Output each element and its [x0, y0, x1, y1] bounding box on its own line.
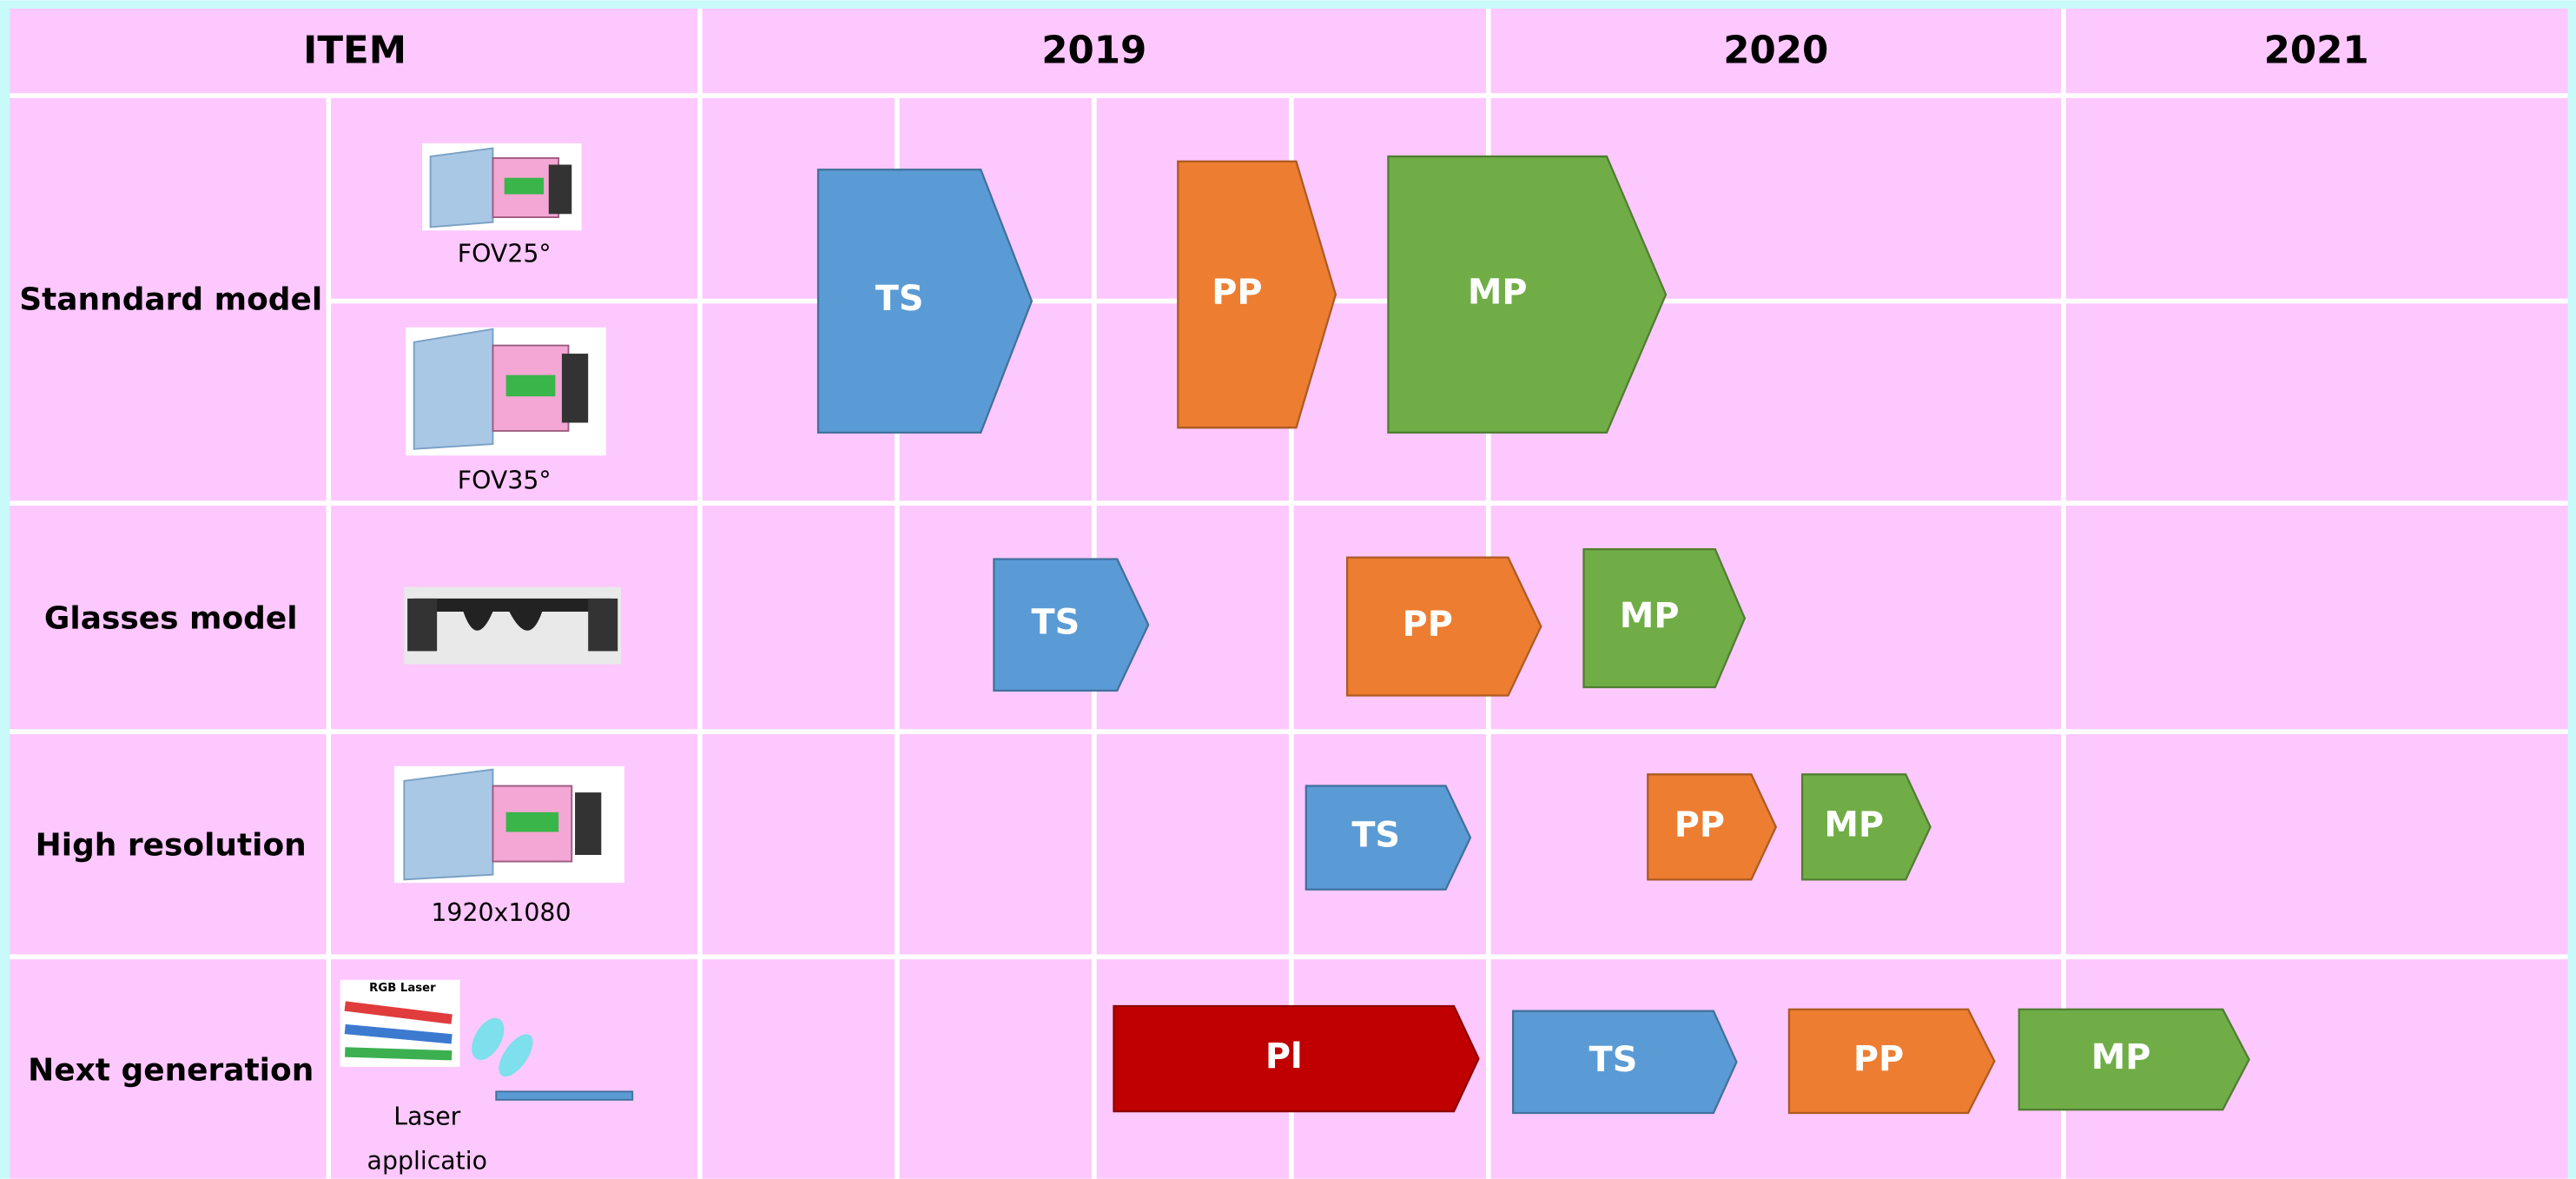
page: {"header": {"columns": ["ITEM", "2019", …	[0, 0, 2576, 1179]
milestone-label: PP	[1674, 805, 1725, 845]
row-label: Glasses model	[44, 600, 298, 636]
image-inset-text: RGB Laser	[369, 982, 436, 995]
milestone-label: MP	[1824, 805, 1884, 845]
milestone-label: MP	[2091, 1037, 2151, 1077]
image-caption: FOV35°	[458, 467, 552, 495]
milestone-label: Pl	[1265, 1037, 1303, 1076]
product-image	[422, 143, 581, 230]
column-header: ITEM	[303, 29, 406, 72]
column-header: 2021	[2264, 29, 2369, 72]
milestone-label: MP	[1620, 596, 1680, 636]
milestone-label: PP	[1212, 272, 1262, 312]
row-label: High resolution	[36, 828, 307, 864]
image-caption: applicatio	[367, 1147, 487, 1176]
image-caption: FOV25°	[458, 240, 552, 268]
milestone-label: PP	[1403, 605, 1453, 645]
image-caption: Laser	[393, 1103, 460, 1131]
product-image	[406, 328, 606, 456]
roadmap: ITEM 2019 2020 2021 Stanndard model Glas…	[0, 0, 2576, 1179]
milestone-label: TS	[1351, 816, 1400, 856]
image-caption: 1920x1080	[431, 898, 571, 927]
milestone-label: TS	[1589, 1040, 1638, 1080]
column-header: 2020	[1723, 29, 1828, 72]
milestone-label: MP	[1468, 272, 1528, 312]
milestone-label: PP	[1853, 1039, 1904, 1079]
row-label: Next generation	[28, 1053, 314, 1089]
milestone-label: TS	[875, 279, 924, 319]
product-image	[404, 587, 621, 665]
product-image	[394, 766, 624, 883]
milestone-label: TS	[1031, 603, 1080, 643]
row-label: Stanndard model	[19, 282, 322, 318]
column-header: 2019	[1041, 29, 1146, 72]
